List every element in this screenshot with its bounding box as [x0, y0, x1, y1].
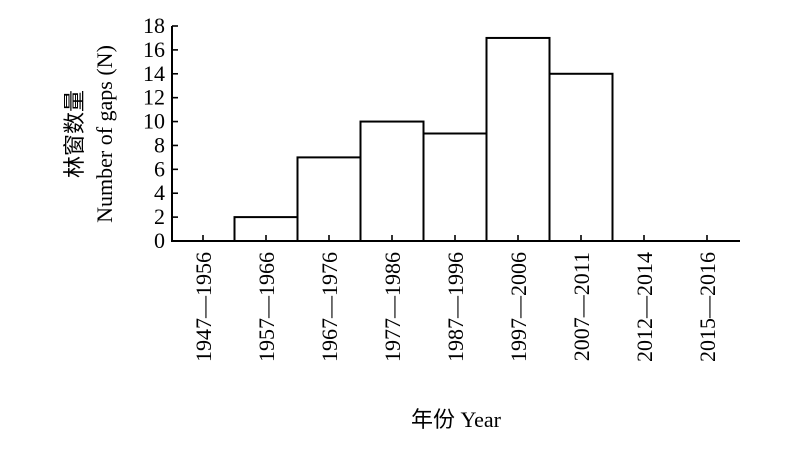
y-tick-label-0: 0	[154, 228, 165, 253]
x-tick-label-2012—2014: 2012—2014	[632, 252, 657, 362]
x-axis-title: 年份 Year	[411, 407, 502, 432]
bar-1987—1996	[422, 132, 488, 242]
y-axis-title: Number of gaps (N)	[92, 45, 117, 223]
y-tick-label-2: 2	[154, 204, 165, 229]
y-tick-label-8: 8	[154, 132, 165, 157]
bar-1997—2006	[485, 36, 551, 242]
y-tick-label-4: 4	[154, 180, 165, 205]
y-axis-title-cn: 林窗数量	[62, 90, 87, 178]
y-tick-label-12: 12	[143, 85, 165, 110]
x-tick-label-1987—1996: 1987—1996	[443, 252, 468, 362]
x-tick-label-1947—1956: 1947—1956	[191, 252, 216, 362]
x-tick-label-1957—1966: 1957—1966	[254, 252, 279, 362]
x-tick-label-1997—2006: 1997—2006	[506, 252, 531, 362]
x-tick-label-1977—1986: 1977—1986	[380, 252, 405, 362]
bar-1967—1976	[296, 156, 362, 242]
x-axis-tick-labels: 1947—1956 1957—1966 1967—1976 1977—1986 1987…	[191, 252, 720, 362]
x-tick-label-1967—1976: 1967—1976	[317, 252, 342, 362]
y-tick-label-10: 10	[143, 109, 165, 134]
bar-group	[233, 36, 614, 243]
x-tick-label-2007—2011: 2007—2011	[569, 252, 594, 361]
y-tick-label-16: 16	[143, 37, 165, 62]
y-tick-label-6: 6	[154, 156, 165, 181]
bar-2007—2011	[548, 72, 614, 243]
y-tick-label-18: 18	[143, 13, 165, 38]
y-tick-label-14: 14	[143, 61, 165, 86]
bar-1977—1986	[359, 120, 425, 242]
x-tick-label-2015—2016: 2015—2016	[695, 252, 720, 362]
